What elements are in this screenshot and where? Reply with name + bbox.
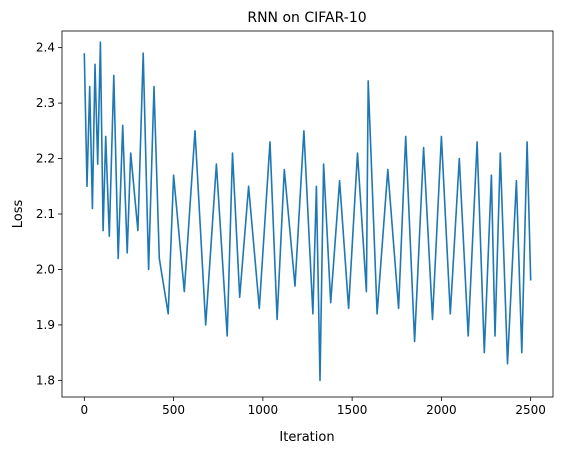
x-axis-ticks: 0 500 1000 1500 2000 2500: [80, 397, 546, 417]
y-tick-label: 1.8: [36, 373, 55, 387]
x-tick-label: 2000: [426, 403, 457, 417]
x-axis-label: Iteration: [279, 430, 334, 445]
x-tick-label: 1000: [248, 403, 279, 417]
x-tick-label: 2500: [515, 403, 546, 417]
y-tick-label: 2.0: [36, 262, 55, 276]
x-tick-label: 500: [162, 403, 185, 417]
y-tick-label: 1.9: [36, 318, 55, 332]
y-tick-label: 2.1: [36, 207, 55, 221]
y-axis-label: Loss: [11, 200, 26, 229]
y-tick-label: 2.2: [36, 152, 55, 166]
y-tick-label: 2.4: [36, 41, 55, 55]
y-tick-label: 2.3: [36, 96, 55, 110]
chart-title: RNN on CIFAR-10: [247, 10, 366, 26]
x-tick-label: 1500: [337, 403, 368, 417]
x-tick-label: 0: [80, 403, 88, 417]
y-axis-ticks: 1.8 1.9 2.0 2.1 2.2 2.3 2.4: [36, 41, 62, 387]
series-layer: [83, 41, 532, 382]
loss-series-line: [83, 41, 532, 382]
